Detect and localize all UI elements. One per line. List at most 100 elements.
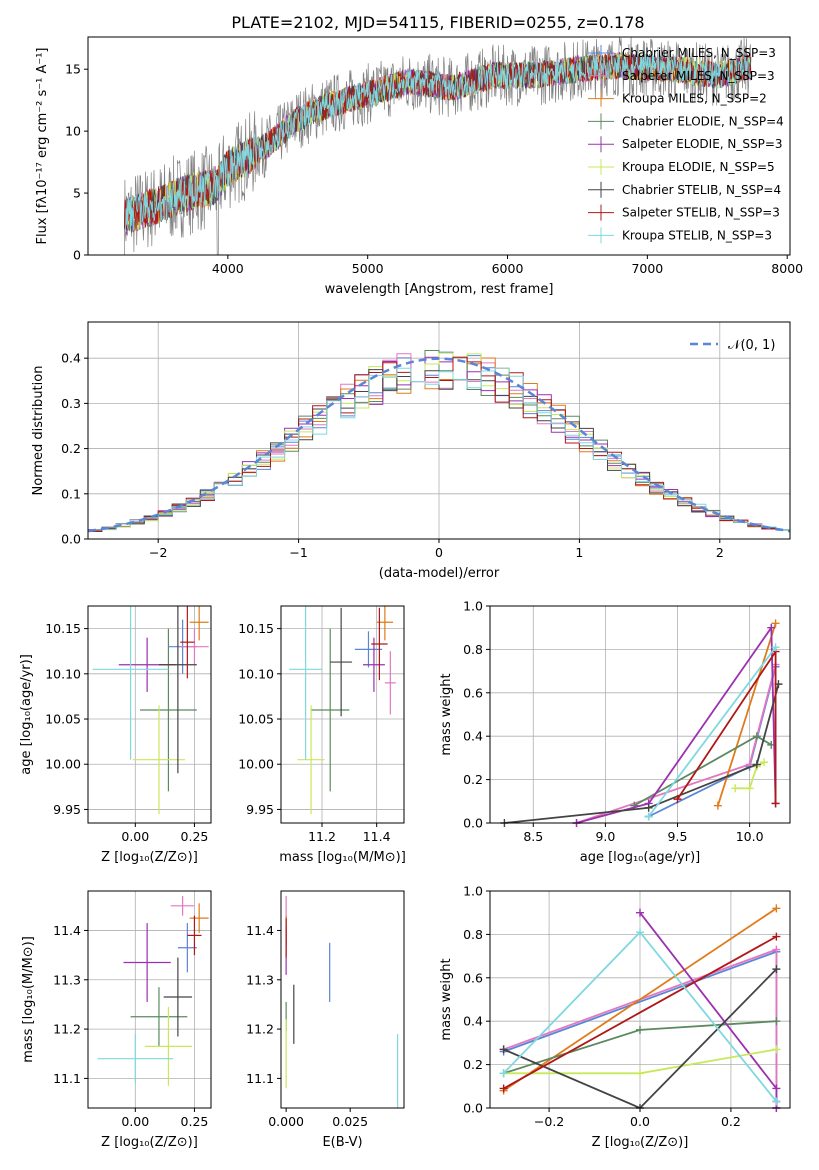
mass-weight-marker [772,1097,781,1106]
mass-weight-line [647,646,777,818]
error-bar-point [92,606,169,760]
y-tick-label: 0.0 [463,1101,483,1116]
y-tick-label: 5 [73,186,81,201]
y-tick-label: 10.10 [238,666,274,681]
age-vs-Z-axes: 0.00 0.25 9.95 10.00 10.05 10.10 10.15 Z [log₁₀… [19,606,211,865]
mass-weight-vs-age-axes: 8.5 9.0 9.5 10.0 0.0 0.2 0.4 0.6 0.8 1.0 age [log₁… [439,599,790,865]
chart-title: PLATE=2102, MJD=54115, FIBERID=0255, z=0… [231,13,644,32]
y-tick-label: 11.2 [53,1022,81,1037]
x-tick-label: 0.0 [630,1114,650,1129]
y-tick-label: 10 [65,124,81,139]
mass-weight-marker [499,1045,508,1054]
y-tick-label: 9.95 [246,802,274,817]
spectrum-frame [87,36,791,256]
mass-weight-marker [644,812,653,821]
error-bar-point [97,1034,174,1084]
mass-weight-marker [636,928,644,937]
normal-curve [87,357,791,533]
error-bar-point [311,628,350,792]
legend-entry: Kroupa MILES, N_SSP=2 [622,92,767,106]
model-spectrum [124,52,752,236]
mass-weight-marker [772,1045,781,1054]
error-bar-point [158,606,197,774]
x-tick-label: 0.2 [721,1114,741,1129]
y-tick-label: 9.95 [53,802,81,817]
y-axis-label: mass [log₁₀(M/M⊙)] [21,936,36,1063]
x-axis-label: E(B-V) [322,1135,362,1150]
x-tick-label: 8000 [771,261,803,276]
model-spectrum [124,52,752,236]
y-axis-label: Normed distribution [31,366,46,496]
x-axis-label: Z [log₁₀(Z/Z⊙)] [592,1135,689,1150]
error-bar-point [189,606,209,641]
y-tick-label: 11.2 [246,1022,274,1037]
error-bar-point [180,606,195,679]
x-tick-label: 10.0 [736,829,764,844]
mass-weight-marker [772,904,781,913]
y-tick-label: 10.05 [238,712,274,727]
age-vs-Z-frame [87,605,212,824]
error-bar-point [384,651,396,715]
y-tick-label: 11.1 [246,1071,274,1086]
x-tick-label: 0 [435,545,443,560]
mass-weight-marker [752,732,761,741]
legend-entry: Salpeter ELODIE, N_SSP=3 [622,137,783,151]
error-bar-point [289,606,322,760]
mass-vs-Z-axes: 0.00 0.25 11.1 11.2 11.3 11.4 Z [log₁₀(Z/Z⊙)] m… [21,891,211,1150]
mass-weight-line [504,683,780,823]
y-tick-label: 1.0 [463,884,483,899]
legend-entry: Salpeter STELIB, N_SSP=3 [622,206,780,220]
mass-vs-ebv-frame [280,890,405,1109]
error-bar-point [170,895,195,916]
x-tick-label: 0.00 [121,1114,149,1129]
mass-weight-marker [499,1069,508,1078]
error-bar-point [180,628,209,665]
y-tick-label: 10.15 [238,621,274,636]
x-tick-label: 2 [716,545,724,560]
x-tick-label: 5000 [352,261,384,276]
mass-weight-line [639,912,778,1108]
mass-weight-marker [499,1084,508,1093]
mass-weight-marker [644,803,653,812]
y-axis-label: age [log₁₀(age/yr)] [19,654,34,775]
y-tick-label: 0.1 [61,486,81,501]
error-bar-point [144,1006,193,1086]
age-vs-mass-frame [280,605,405,824]
x-tick-label: 9.5 [668,829,688,844]
x-tick-label: 1 [575,545,583,560]
x-tick-label: 0.025 [332,1114,368,1129]
y-tick-label: 0 [73,248,81,263]
legend-entry: 𝒩(0, 1) [728,338,775,353]
x-tick-label: −2 [149,545,167,560]
y-tick-label: 0.0 [463,816,483,831]
y-tick-label: 10.00 [238,757,274,772]
x-tick-label: 0.000 [268,1114,304,1129]
age-vs-mass-axes: 11.2 11.4 9.95 10.00 10.05 10.10 10.15 mass [lo… [238,606,406,865]
error-bar-point [371,607,388,681]
mass-weight-marker [760,758,769,767]
legend-entry: Kroupa ELODIE, N_SSP=5 [622,160,775,174]
x-axis-label: wavelength [Angstrom, rest frame] [325,282,554,297]
error-bar-point [132,705,185,814]
spectrum-legend: Chabrier MILES, N_SSP=3 Salpeter MILES, N… [588,45,784,244]
x-tick-label: 11.4 [363,829,391,844]
y-tick-label: 10.00 [45,757,81,772]
spectrum-axes: 4000 5000 6000 7000 8000 0 5 10 15 wavelength [An… [35,48,803,298]
x-tick-label: 0.25 [181,829,209,844]
legend-entry: Kroupa STELIB, N_SSP=3 [622,228,772,242]
y-tick-label: 0.6 [463,685,483,700]
y-tick-label: 11.4 [53,923,81,938]
y-tick-label: 0.0 [61,532,81,547]
x-axis-label: mass [log₁₀(M/M⊙)] [279,850,406,865]
y-tick-label: 10.15 [45,621,81,636]
residual-histogram [88,367,790,534]
x-axis-label: Z [log₁₀(Z/Z⊙)] [101,850,198,865]
error-bar-point [187,915,202,956]
y-tick-label: 10.10 [45,666,81,681]
mass-weight-marker [767,623,776,632]
y-tick-label: 15 [65,62,81,77]
y-tick-label: 0.4 [463,729,483,744]
error-bar-point [363,637,385,692]
x-tick-label: 11.2 [308,829,336,844]
